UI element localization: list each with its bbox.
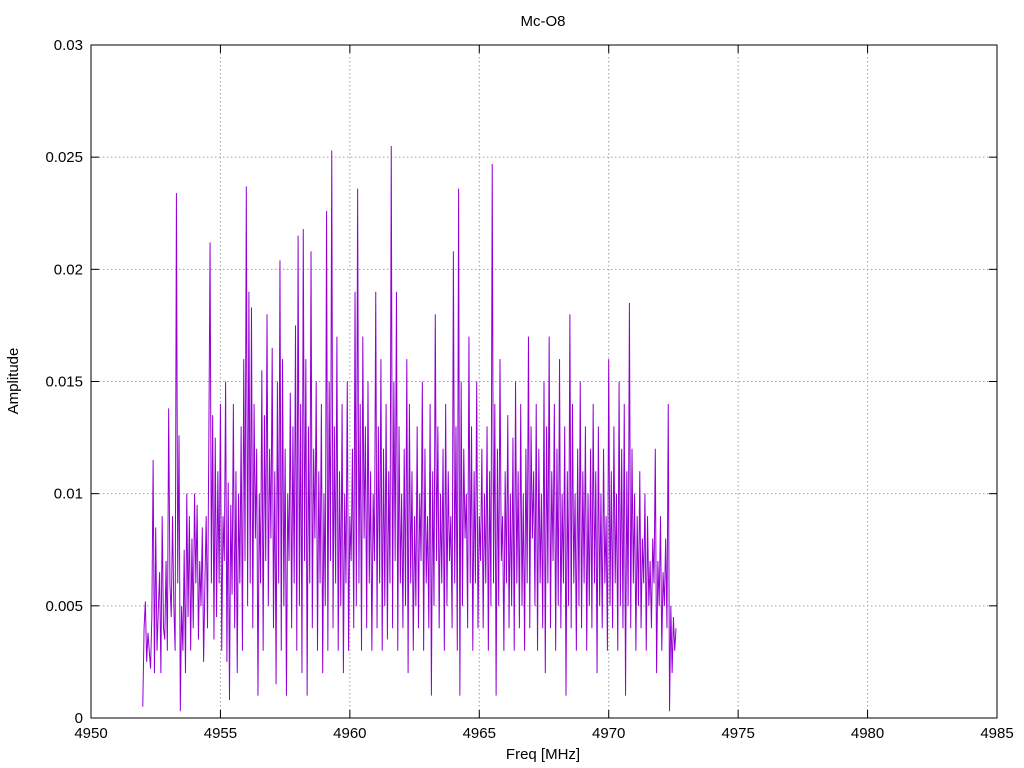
y-axis-title: Amplitude bbox=[5, 348, 22, 415]
y-tick-label: 0.005 bbox=[45, 598, 83, 615]
x-tick-label: 4960 bbox=[333, 725, 366, 742]
x-tick-label: 4950 bbox=[74, 725, 107, 742]
x-tick-label: 4980 bbox=[851, 725, 884, 742]
y-tick-labels: 0 0.005 0.01 0.015 0.02 0.025 0.03 bbox=[45, 37, 83, 727]
y-tick-label: 0.01 bbox=[54, 486, 83, 503]
x-tick-labels: 4950 4955 4960 4965 4970 4975 4980 4985 bbox=[74, 725, 1013, 742]
y-tick-label: 0.015 bbox=[45, 374, 83, 391]
x-tick-label: 4975 bbox=[721, 725, 754, 742]
x-tick-label: 4965 bbox=[463, 725, 496, 742]
x-tick-label: 4970 bbox=[592, 725, 625, 742]
y-tick-label: 0.025 bbox=[45, 149, 83, 166]
chart-title: Mc-O8 bbox=[521, 13, 566, 30]
y-tick-label: 0 bbox=[75, 710, 83, 727]
plot-frame bbox=[90, 44, 998, 719]
x-axis-title: Freq [MHz] bbox=[506, 746, 580, 763]
y-tick-label: 0.03 bbox=[54, 37, 83, 54]
x-tick-label: 4955 bbox=[204, 725, 237, 742]
series-line bbox=[142, 145, 677, 712]
y-tick-label: 0.02 bbox=[54, 261, 83, 278]
x-tick-label: 4985 bbox=[980, 725, 1013, 742]
